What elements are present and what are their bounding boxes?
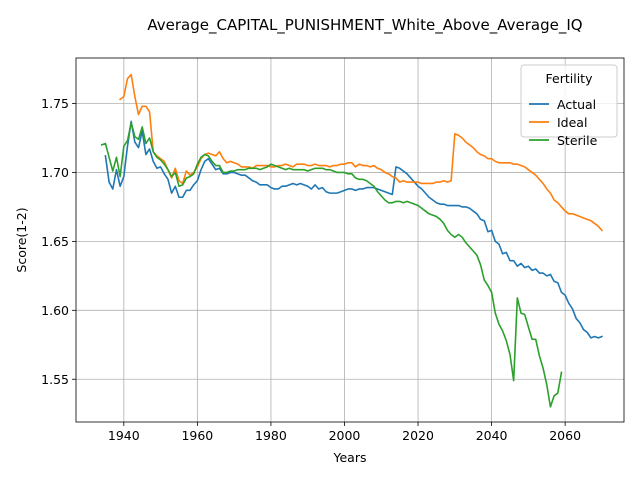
- x-axis-label: Years: [333, 450, 367, 465]
- x-tick-label: 2060: [549, 428, 581, 443]
- series-line-actual: [104, 120, 603, 339]
- x-tick-label: 1960: [181, 428, 213, 443]
- legend-title: Fertility: [546, 71, 594, 86]
- y-tick-label: 1.55: [41, 372, 69, 387]
- legend-label-sterile: Sterile: [557, 133, 598, 148]
- x-axis: 1940 1960 1980 2000 2020 2040 2060: [108, 422, 581, 443]
- plot-area-frame: [75, 57, 625, 423]
- y-axis: 1.55 1.60 1.65 1.70 1.75: [41, 96, 76, 387]
- legend-label-ideal: Ideal: [557, 115, 587, 130]
- legend-box: [520, 64, 618, 138]
- legend: Fertility Actual Ideal Sterile: [520, 64, 618, 148]
- x-tick-label: 2000: [329, 428, 361, 443]
- series-line-sterile: [100, 122, 563, 408]
- x-tick-label: 1940: [108, 428, 140, 443]
- x-tick-label: 1980: [255, 428, 287, 443]
- y-axis-label: Score(1-2): [14, 207, 29, 272]
- series-lines: [100, 73, 604, 408]
- y-tick-label: 1.70: [41, 165, 69, 180]
- y-tick-label: 1.65: [41, 234, 69, 249]
- y-tick-label: 1.75: [41, 96, 69, 111]
- x-tick-label: 2020: [402, 428, 434, 443]
- x-tick-label: 2040: [476, 428, 508, 443]
- legend-label-actual: Actual: [557, 97, 596, 112]
- chart-title: Average_CAPITAL_PUNISHMENT_White_Above_A…: [147, 16, 582, 35]
- y-tick-label: 1.60: [41, 303, 69, 318]
